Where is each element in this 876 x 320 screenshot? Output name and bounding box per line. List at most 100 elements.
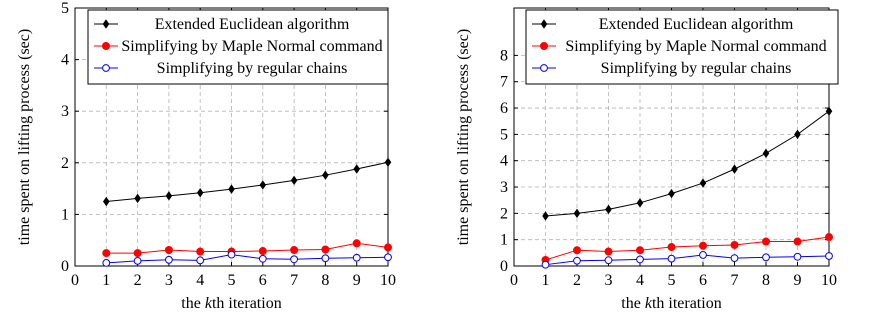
series-line bbox=[545, 236, 830, 261]
legend-label: Simplifying by Maple Normal command bbox=[121, 38, 382, 55]
data-point bbox=[134, 193, 141, 204]
data-point bbox=[730, 240, 739, 249]
data-point bbox=[228, 184, 235, 194]
data-point bbox=[227, 250, 236, 259]
x-tick-label: 1 bbox=[102, 272, 110, 289]
data-point bbox=[762, 253, 770, 262]
x-tick-label: 1 bbox=[542, 272, 550, 289]
legend-marker bbox=[540, 64, 548, 72]
y-tick-label: 7 bbox=[500, 74, 508, 91]
series-line bbox=[106, 254, 389, 264]
series-2 bbox=[541, 251, 833, 269]
x-tick-label: 5 bbox=[668, 272, 676, 289]
legend-marker bbox=[102, 19, 110, 29]
chart-right: 0 1 2 3 4 5 6 7 8 9 10 0 1 2 3 4 5 6 7 8 the kth iteration ti… bbox=[455, 7, 839, 312]
data-point bbox=[730, 254, 739, 263]
y-tick-label: 0 bbox=[500, 258, 508, 275]
x-tick-label: 6 bbox=[699, 272, 707, 289]
data-point bbox=[290, 175, 298, 186]
x-tick-label: 10 bbox=[821, 272, 837, 289]
x-tick-label: 6 bbox=[259, 272, 267, 289]
data-point bbox=[321, 245, 330, 254]
x-axis-label-part: k bbox=[205, 295, 213, 312]
y-tick-label: 5 bbox=[61, 0, 69, 17]
data-point bbox=[290, 246, 299, 255]
data-point bbox=[384, 253, 392, 262]
y-tick-label: 8 bbox=[500, 47, 508, 64]
data-point bbox=[321, 254, 330, 263]
data-point bbox=[353, 164, 360, 174]
data-point bbox=[133, 249, 142, 258]
data-point bbox=[133, 256, 142, 265]
x-tick-label: 8 bbox=[762, 272, 770, 289]
y-tick-label: 5 bbox=[500, 126, 508, 143]
series-line bbox=[106, 161, 389, 202]
y-tick-label: 2 bbox=[61, 155, 69, 172]
x-tick-label: 7 bbox=[731, 272, 739, 289]
data-point bbox=[164, 246, 173, 255]
data-point bbox=[636, 198, 644, 208]
x-tick-label: 2 bbox=[134, 272, 142, 289]
legend: Extended Euclidean algorithm Simplifying … bbox=[525, 9, 839, 85]
series-0 bbox=[103, 157, 392, 207]
x-axis-label-part: the bbox=[621, 295, 645, 312]
x-tick-label: 5 bbox=[228, 272, 236, 289]
legend-marker bbox=[540, 42, 549, 51]
data-point bbox=[541, 260, 550, 269]
legend-marker bbox=[102, 64, 110, 72]
data-point bbox=[699, 241, 708, 250]
x-tick-label: 9 bbox=[353, 272, 361, 289]
x-tick-label: 4 bbox=[196, 272, 204, 289]
x-axis-label-part: th iteration bbox=[652, 295, 722, 312]
legend-box bbox=[525, 9, 839, 85]
y-tick-label: 3 bbox=[500, 179, 508, 196]
y-tick-label: 1 bbox=[61, 206, 69, 223]
series-1 bbox=[102, 239, 392, 258]
data-point bbox=[542, 211, 549, 221]
legend-label: Simplifying by Maple Normal command bbox=[565, 38, 826, 55]
data-point bbox=[258, 247, 267, 256]
data-point bbox=[794, 129, 801, 140]
data-point bbox=[825, 252, 833, 260]
data-point bbox=[258, 254, 267, 263]
data-point bbox=[605, 204, 612, 215]
data-point bbox=[699, 251, 707, 259]
y-tick-label: 3 bbox=[61, 103, 69, 120]
y-tick-label: 1 bbox=[500, 232, 508, 249]
x-tick-label: 8 bbox=[321, 272, 329, 289]
data-point bbox=[762, 148, 770, 159]
legend-label: Simplifying by regular chains bbox=[601, 60, 792, 77]
data-point bbox=[196, 188, 204, 198]
data-point bbox=[825, 106, 833, 116]
legend-label: Extended Euclidean algorithm bbox=[599, 16, 794, 33]
data-point bbox=[573, 246, 582, 255]
x-tick-label: 10 bbox=[380, 272, 396, 289]
data-point bbox=[103, 196, 110, 207]
series-line bbox=[106, 242, 389, 254]
legend-label: Extended Euclidean algorithm bbox=[155, 16, 350, 33]
data-point bbox=[668, 188, 675, 199]
y-tick-label: 6 bbox=[500, 100, 508, 117]
x-axis-label-part: th iteration bbox=[212, 295, 282, 312]
x-axis-label: the kth iteration bbox=[181, 295, 281, 312]
y-axis-label: time spent on lifting process (sec) bbox=[455, 29, 472, 245]
data-point bbox=[196, 256, 205, 265]
y-tick-label: 2 bbox=[500, 205, 508, 222]
legend-label: Simplifying by regular chains bbox=[157, 60, 348, 77]
data-point bbox=[383, 243, 392, 252]
x-tick-label: 3 bbox=[605, 272, 613, 289]
x-tick-label: 4 bbox=[636, 272, 644, 289]
data-point bbox=[196, 247, 205, 256]
data-point bbox=[667, 254, 676, 263]
data-point bbox=[604, 247, 613, 256]
x-tick-label: 7 bbox=[290, 272, 298, 289]
y-tick-label: 4 bbox=[500, 153, 508, 170]
x-tick-label: 0 bbox=[71, 272, 79, 289]
x-tick-label: 9 bbox=[794, 272, 802, 289]
series-line bbox=[545, 254, 830, 266]
x-axis-label: the kth iteration bbox=[621, 295, 721, 312]
x-axis-label-part: the bbox=[181, 295, 205, 312]
data-point bbox=[573, 208, 581, 219]
data-point bbox=[259, 180, 267, 190]
series-1 bbox=[541, 233, 834, 264]
